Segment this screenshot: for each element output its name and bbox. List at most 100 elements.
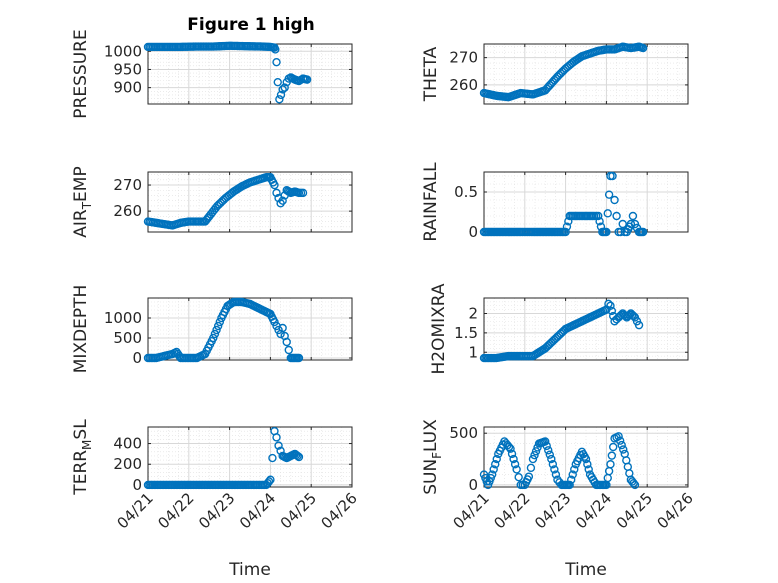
- data-point: [630, 219, 640, 229]
- subplot-terr_msl: 0 200 400 TERRMSL 04/2104/2204/2304/2404/250…: [71, 419, 361, 580]
- data-point: [298, 188, 308, 198]
- x-axis-label: Time: [564, 560, 607, 580]
- data-point: [544, 446, 553, 455]
- x-axis-label: Time: [228, 560, 271, 580]
- data-point: [213, 321, 223, 331]
- data-point: [607, 306, 617, 316]
- data-point: [272, 433, 281, 442]
- data-point: [278, 323, 287, 333]
- y-tick-label: 500: [449, 424, 478, 442]
- data-point: [273, 77, 282, 87]
- data-point: [584, 465, 593, 474]
- data-point: [274, 325, 283, 335]
- x-tick-label: 04/21: [450, 489, 493, 532]
- data-point: [594, 211, 603, 221]
- data-point: [530, 450, 539, 460]
- y-axis-label: AIRTEMP: [71, 166, 94, 237]
- data-point: [294, 452, 304, 462]
- data-point: [491, 460, 500, 469]
- x-tick-label: 04/22: [154, 489, 197, 532]
- data-point: [545, 450, 554, 459]
- data-point: [567, 475, 576, 484]
- x-tick-label: 04/25: [277, 489, 320, 532]
- data-point: [278, 196, 287, 205]
- data-point: [551, 470, 561, 479]
- data-point: [510, 460, 520, 469]
- data-point: [275, 95, 284, 104]
- y-tick-label: 950: [113, 60, 142, 78]
- data-point: [628, 211, 638, 221]
- y-tick-label: 0.5: [454, 183, 478, 201]
- y-tick-label: 500: [113, 329, 142, 347]
- data-point: [284, 345, 293, 355]
- data-point: [638, 43, 648, 53]
- x-tick-label: 04/26: [318, 489, 361, 532]
- data-point: [629, 479, 638, 488]
- data-point: [595, 217, 604, 226]
- data-point: [487, 470, 497, 479]
- data-point: [547, 454, 556, 464]
- data-point: [607, 451, 617, 460]
- data-point: [615, 436, 625, 445]
- data-point: [274, 441, 283, 450]
- data-point: [504, 442, 514, 452]
- x-tick-label: 04/22: [490, 489, 533, 532]
- data-point: [550, 465, 559, 474]
- figure-title: Figure 1 high: [187, 15, 315, 35]
- data-point: [489, 465, 498, 474]
- data-point: [506, 444, 515, 453]
- y-tick-label: 260: [113, 202, 142, 220]
- data-point: [565, 480, 574, 490]
- data-point: [212, 325, 221, 335]
- data-point: [210, 329, 220, 339]
- y-tick-label: 2: [468, 305, 478, 323]
- data-point: [264, 477, 274, 486]
- data-point: [272, 57, 281, 67]
- data-point: [512, 465, 521, 474]
- y-tick-label: 1.5: [454, 324, 478, 342]
- data-point: [604, 299, 613, 309]
- y-tick-label: 1000: [104, 309, 142, 327]
- y-tick-label: 1000: [104, 42, 142, 60]
- y-tick-label: 0: [468, 476, 478, 494]
- data-point: [603, 209, 612, 218]
- data-point: [612, 211, 621, 221]
- subplot-rainfall: 0 0.5 RAINFALL: [421, 162, 689, 242]
- y-tick-label: 270: [449, 49, 478, 67]
- y-tick-label: 900: [113, 79, 142, 97]
- data-point: [209, 333, 218, 343]
- data-point: [634, 320, 644, 330]
- data-point: [583, 460, 592, 469]
- y-axis-label: THETA: [421, 46, 441, 102]
- y-tick-label: 0: [132, 349, 142, 367]
- data-point: [266, 475, 275, 484]
- y-axis-label: SUNFLUX: [421, 419, 444, 495]
- data-point: [272, 188, 281, 198]
- data-point: [509, 454, 518, 464]
- data-point: [617, 440, 626, 450]
- axes-box: [483, 297, 689, 361]
- y-axis-label: H2OMIXRA: [429, 283, 449, 374]
- data-point: [606, 460, 615, 469]
- data-point: [507, 449, 517, 459]
- data-point: [608, 171, 617, 181]
- data-point: [294, 353, 304, 363]
- y-tick-label: 0: [132, 476, 142, 494]
- data-point: [614, 432, 623, 441]
- y-axis-label: MIXDEPTH: [71, 285, 91, 374]
- data-point: [542, 441, 551, 451]
- data-point: [293, 451, 302, 461]
- data-point: [270, 317, 279, 327]
- data-point: [524, 472, 534, 481]
- x-tick-label: 04/23: [195, 489, 238, 532]
- data-point: [638, 227, 648, 237]
- data-point: [581, 454, 591, 464]
- data-point: [609, 442, 618, 452]
- y-tick-label: 0: [468, 223, 478, 241]
- y-axis-label: PRESSURE: [71, 29, 91, 118]
- subplot-air_temp: 260 270 AIRTEMP: [71, 166, 353, 238]
- data-point: [626, 219, 636, 229]
- y-tick-label: 200: [113, 455, 142, 473]
- data-point: [302, 75, 312, 84]
